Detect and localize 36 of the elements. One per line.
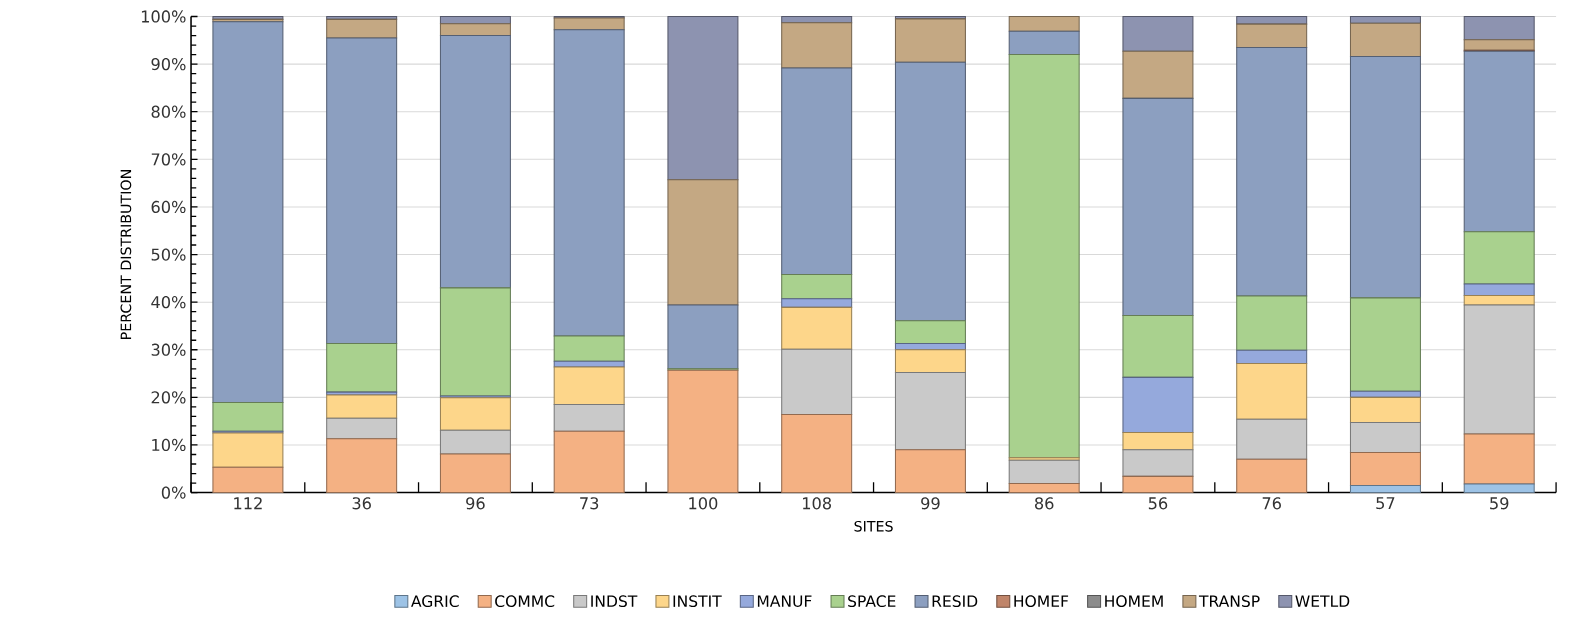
x-tick-label: 73: [580, 497, 599, 510]
y-tick-label: 100%: [141, 10, 186, 23]
legend-label: HOMEM: [1105, 595, 1163, 608]
x-tick-label: 56: [1148, 497, 1168, 510]
y-tick-label: 90%: [151, 58, 186, 71]
legend-label: INDST: [591, 595, 638, 608]
x-tick-label: 112: [234, 497, 262, 510]
y-tick-label: 50%: [151, 248, 186, 261]
y-tick-label: 60%: [151, 200, 186, 214]
y-tick-label: 80%: [151, 105, 186, 118]
legend-label: TRANSP: [1198, 595, 1260, 608]
x-axis-title: SITES: [854, 521, 893, 532]
x-tick-label: 99: [921, 497, 940, 510]
y-tick-label: 30%: [151, 343, 186, 356]
x-tick-label: 96: [466, 497, 485, 510]
legend-label: SPACE: [848, 595, 896, 608]
legend-label: AGRIC: [411, 595, 459, 608]
x-tick-label: 36: [352, 497, 371, 510]
y-tick-label: 0%: [161, 486, 186, 499]
y-axis-title: PERCENT DISTRIBUTION: [120, 170, 132, 340]
y-tick-label: 40%: [151, 296, 186, 309]
x-tick-label: 100: [689, 497, 718, 510]
legend-label: RESID: [932, 595, 978, 608]
legend-label: INSTIT: [673, 595, 722, 608]
y-tick-label: 70%: [151, 153, 186, 166]
legend-label: HOMEF: [1014, 595, 1069, 608]
x-tick-label: 108: [803, 497, 832, 510]
y-tick-label: 20%: [151, 391, 186, 404]
legend-label: COMMC: [495, 595, 555, 608]
x-tick-label: 59: [1490, 497, 1509, 510]
x-tick-label: 57: [1376, 497, 1395, 510]
x-tick-label: 86: [1034, 497, 1054, 510]
x-tick-label: 76: [1262, 497, 1281, 510]
legend-label: WETLD: [1295, 595, 1350, 607]
y-tick-label: 10%: [152, 438, 186, 452]
legend-label: MANUF: [757, 595, 812, 608]
